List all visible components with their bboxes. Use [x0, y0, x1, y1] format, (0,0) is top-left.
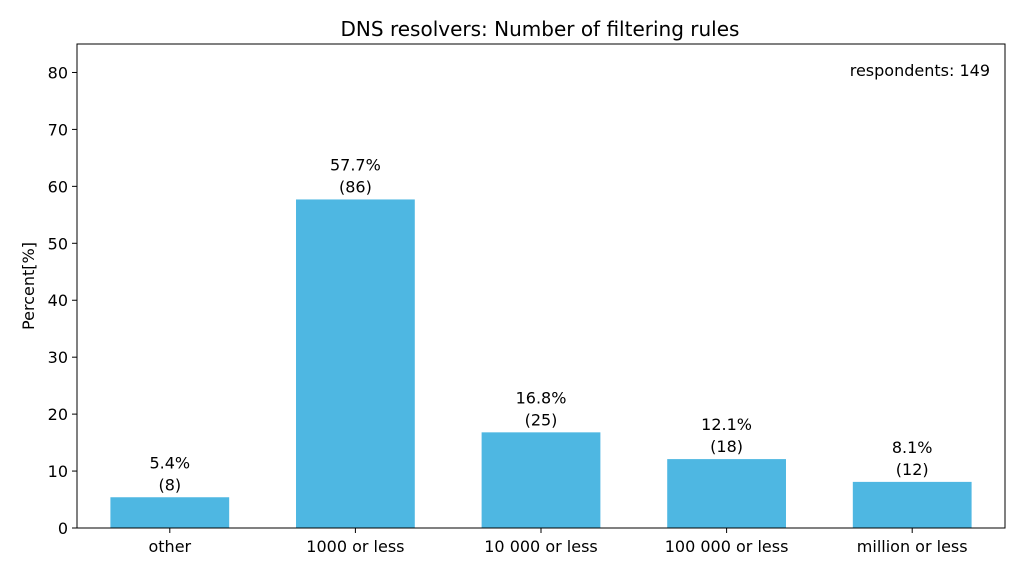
y-tick-label-4: 40 [48, 291, 68, 310]
bar-1 [296, 199, 415, 528]
bar-4 [852, 481, 972, 528]
bar-count-label-2: (25) [525, 410, 558, 429]
x-tick-label-0: other [148, 537, 191, 556]
x-tick-label-4: million or less [857, 537, 968, 556]
bar-count-label-0: (8) [158, 475, 181, 494]
y-tick-label-0: 0 [58, 519, 68, 538]
y-axis-label: Percent[%] [19, 242, 38, 330]
bar-count-label-4: (12) [896, 460, 929, 479]
bar-3 [667, 459, 786, 528]
y-tick-label-1: 10 [48, 462, 68, 481]
chart-title: DNS resolvers: Number of filtering rules [341, 17, 740, 41]
y-tick-label-5: 50 [48, 234, 68, 253]
bar-value-label-1: 57.7% [330, 155, 381, 174]
y-tick-label-2: 20 [48, 405, 68, 424]
bar-0 [110, 497, 230, 528]
axes-frame [76, 43, 1006, 529]
bar-count-label-3: (18) [710, 437, 743, 456]
bar-value-label-4: 8.1% [892, 438, 933, 457]
bar-value-label-2: 16.8% [516, 388, 567, 407]
bar-value-label-0: 5.4% [149, 453, 190, 472]
y-tick-label-3: 30 [48, 348, 68, 367]
x-tick-label-2: 10 000 or less [484, 537, 597, 556]
bar-value-label-3: 12.1% [701, 415, 752, 434]
bar-count-label-1: (86) [339, 177, 372, 196]
y-tick-label-8: 80 [48, 63, 68, 82]
x-tick-label-1: 1000 or less [306, 537, 404, 556]
plot-area: 5.4% (8) other 57.7% (86) 1000 or less 16.8% (2… [48, 43, 1006, 556]
x-tick-label-3: 100 000 or less [665, 537, 789, 556]
y-tick-label-6: 60 [48, 177, 68, 196]
respondents-annotation: respondents: 149 [850, 61, 990, 80]
bar-2 [481, 432, 601, 528]
y-tick-label-7: 70 [48, 120, 68, 139]
